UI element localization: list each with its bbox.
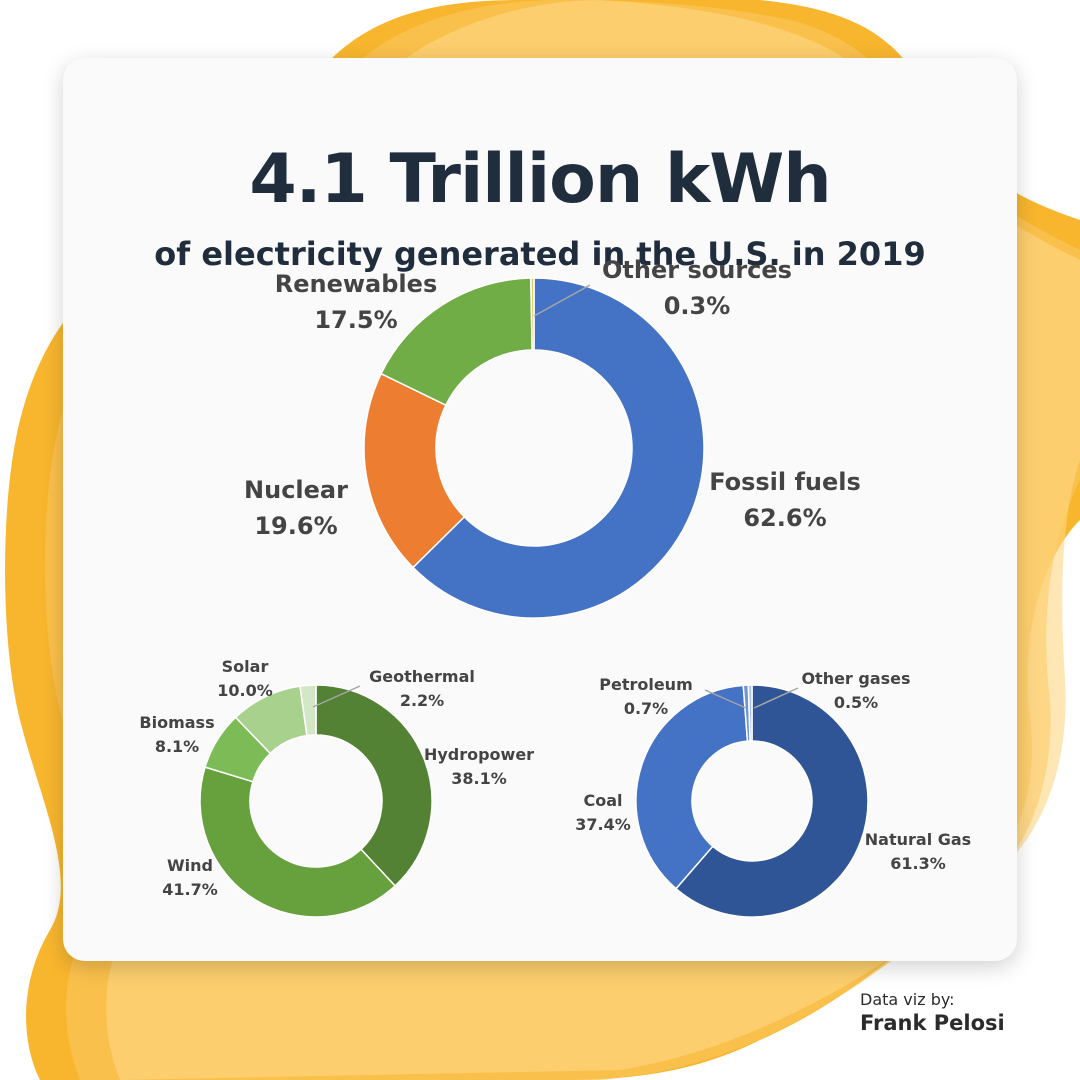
- label-petroleum: Petroleum: [599, 675, 693, 694]
- credit: Data viz by: Frank Pelosi: [860, 990, 1005, 1035]
- label-biomass: Biomass: [139, 713, 214, 732]
- page-subtitle: of electricity generated in the U.S. in …: [154, 235, 926, 273]
- value-label-coal: 37.4%: [575, 815, 631, 834]
- donut-chart-3: Natural Gas 61.3% Coal 37.4% Petroleum 0.7% Ot…: [575, 669, 971, 918]
- label-renewables: Renewables: [275, 270, 437, 298]
- slice-other-sources: [530, 277, 535, 351]
- leader-line-other-sources: [533, 284, 591, 317]
- value-label-solar: 10.0%: [217, 681, 273, 700]
- credit-label: Data viz by:: [860, 990, 955, 1009]
- donut-chart-1: Fossil fuels 62.6% Nuclear 19.6% Renewables 1…: [244, 256, 861, 619]
- value-label-renewables: 17.5%: [314, 306, 397, 334]
- page-title: 4.1 Trillion kWh: [249, 140, 831, 219]
- label-other-sources: Other sources: [602, 256, 792, 284]
- label-other-gases: Other gases: [801, 669, 910, 688]
- donut-chart-2: Hydropower 38.1% Wind 41.7% Biomass 8.1% Solar…: [139, 657, 534, 918]
- leader-line-other-gases: [753, 687, 799, 709]
- value-label-petroleum: 0.7%: [624, 699, 668, 718]
- leader-line-geothermal: [312, 685, 361, 708]
- value-label-biomass: 8.1%: [155, 737, 199, 756]
- slice-wind: [199, 766, 397, 918]
- slice-other-gases: [747, 684, 753, 742]
- label-nuclear: Nuclear: [244, 476, 348, 504]
- value-label-other-gases: 0.5%: [834, 693, 878, 712]
- label-wind: Wind: [167, 856, 213, 875]
- slice-fossil-fuels: [411, 277, 705, 619]
- slice-natural-gas: [674, 684, 869, 918]
- value-label-nuclear: 19.6%: [254, 512, 337, 540]
- label-fossil-fuels: Fossil fuels: [709, 468, 861, 496]
- label-solar: Solar: [222, 657, 269, 676]
- label-geothermal: Geothermal: [369, 667, 475, 686]
- value-label-hydropower: 38.1%: [451, 769, 507, 788]
- value-label-fossil-fuels: 62.6%: [743, 504, 826, 532]
- slice-nuclear: [363, 372, 466, 569]
- value-label-geothermal: 2.2%: [400, 691, 444, 710]
- value-label-natural-gas: 61.3%: [890, 854, 946, 873]
- leader-line-petroleum: [704, 689, 747, 709]
- slice-hydropower: [315, 684, 433, 887]
- slice-geothermal: [299, 684, 317, 737]
- label-hydropower: Hydropower: [424, 745, 534, 764]
- value-label-wind: 41.7%: [162, 880, 218, 899]
- label-natural-gas: Natural Gas: [865, 830, 971, 849]
- value-label-other-sources: 0.3%: [664, 292, 731, 320]
- credit-author: Frank Pelosi: [860, 1011, 1005, 1035]
- slice-coal: [635, 684, 749, 890]
- label-coal: Coal: [583, 791, 622, 810]
